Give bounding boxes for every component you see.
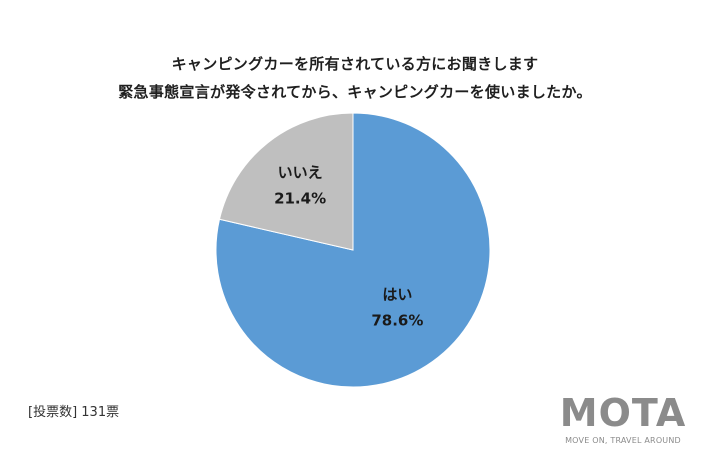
slice-label-0: はい bbox=[382, 286, 412, 304]
pie-slice-1 bbox=[218, 112, 354, 251]
slice-label-1: いいえ bbox=[278, 164, 323, 182]
vote-count: [投票数] 131票 bbox=[28, 405, 120, 420]
pie-slice-0 bbox=[215, 112, 491, 388]
logo-tagline: MOVE ON, TRAVEL AROUND bbox=[565, 436, 681, 445]
chart-title: キャンピングカーを所有されている方にお聞きします 緊急事態宣言が発令されてから、… bbox=[0, 50, 710, 106]
title-line-1: キャンピングカーを所有されている方にお聞きします bbox=[171, 55, 539, 73]
title-line-2: 緊急事態宣言が発令されてから、キャンピングカーを使いましたか。 bbox=[118, 83, 592, 101]
slice-value-0: 78.6% bbox=[371, 312, 423, 330]
mota-logo: MOTA MOVE ON, TRAVEL AROUND bbox=[556, 392, 690, 452]
logo-wordmark: MOTA bbox=[559, 391, 687, 435]
slice-value-1: 21.4% bbox=[274, 190, 326, 208]
